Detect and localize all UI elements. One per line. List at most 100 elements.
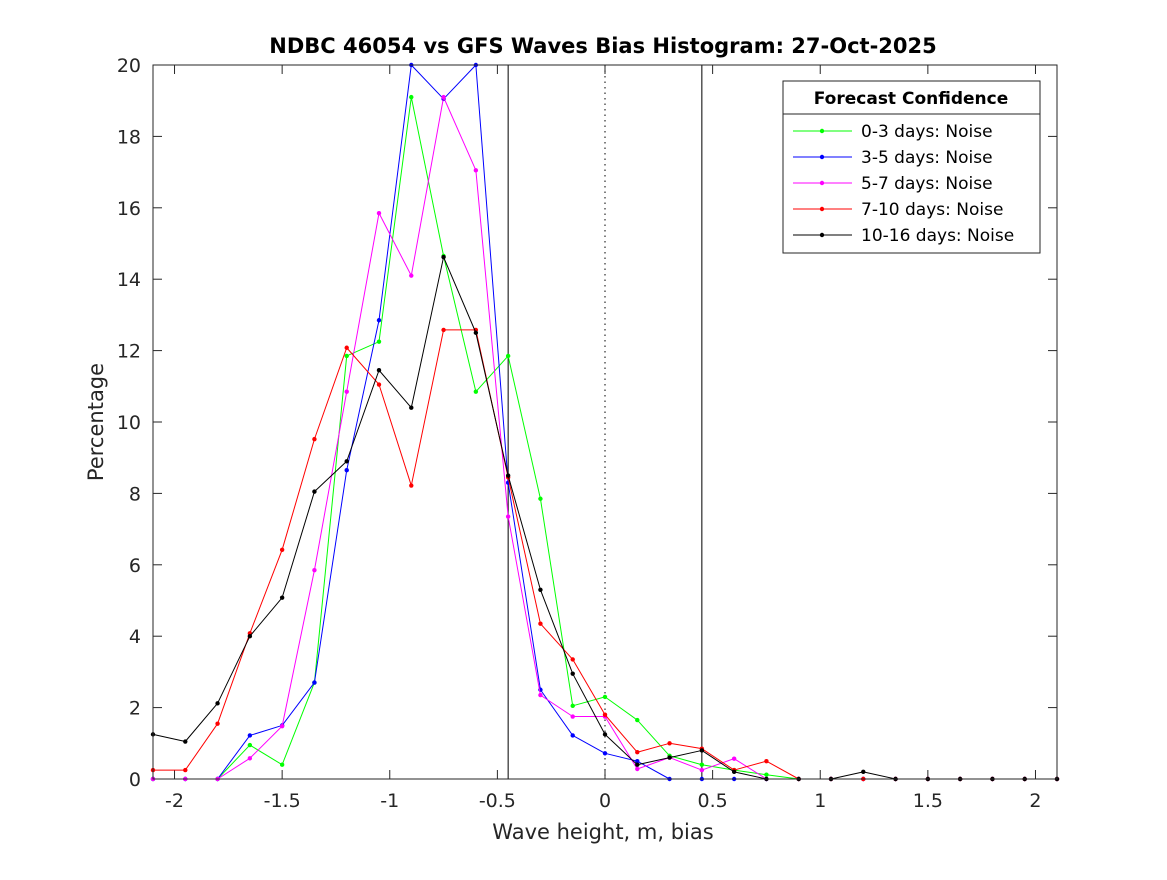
data-point	[731, 756, 737, 761]
data-point	[247, 634, 253, 639]
data-point	[538, 587, 543, 592]
data-point	[344, 389, 349, 394]
data-point	[570, 703, 575, 709]
data-point	[635, 750, 640, 755]
legend-box	[782, 80, 1041, 254]
y-tick-label: 2	[129, 698, 141, 720]
x-tick-label: 0	[599, 790, 611, 812]
y-tick-label: 14	[117, 269, 141, 291]
data-point	[344, 345, 349, 350]
data-point	[312, 436, 317, 442]
data-point	[538, 621, 543, 626]
x-tick-label: -2	[165, 790, 184, 812]
data-point	[602, 732, 608, 737]
data-point	[279, 762, 285, 767]
legend: Forecast Confidence 0-3 days: Noise 3-5 d…	[782, 80, 1041, 254]
data-point	[570, 733, 575, 738]
y-tick-label: 10	[117, 412, 141, 434]
data-point	[505, 514, 511, 519]
reference-lines	[507, 65, 703, 779]
data-point	[570, 671, 575, 676]
data-point	[247, 733, 253, 738]
data-point	[215, 721, 220, 726]
data-point	[473, 330, 479, 335]
data-point	[667, 755, 672, 760]
y-tick-label: 18	[117, 126, 141, 148]
data-point	[635, 766, 640, 772]
x-axis-label: Wave height, m, bias	[492, 820, 713, 844]
legend-entry: 10-16 days: Noise	[793, 226, 1014, 246]
data-point	[376, 339, 382, 344]
data-point	[183, 739, 188, 744]
data-point	[279, 595, 285, 600]
x-tick-label: 1.5	[913, 790, 943, 812]
x-tick-label: -1.5	[264, 790, 301, 812]
legend-label: 3-5 days: Noise	[861, 148, 993, 168]
data-point	[473, 389, 479, 394]
data-point	[279, 723, 285, 729]
data-point	[635, 762, 640, 767]
data-point	[376, 368, 382, 373]
data-point	[215, 701, 220, 706]
data-point	[376, 382, 382, 387]
legend-label: 10-16 days: Noise	[861, 226, 1014, 246]
x-tick-label: 2	[1029, 790, 1041, 812]
legend-marker	[819, 154, 825, 160]
x-tick-label: 0.5	[698, 790, 728, 812]
data-point	[441, 327, 446, 333]
y-tick-label: 20	[117, 55, 141, 77]
legend-title: Forecast Confidence	[814, 89, 1009, 109]
data-point	[538, 496, 543, 501]
data-point	[409, 273, 414, 278]
data-point	[764, 772, 769, 777]
x-tick-label: -1	[380, 790, 399, 812]
data-point	[699, 762, 705, 767]
legend-label: 7-10 days: Noise	[861, 200, 1003, 220]
y-tick-label: 12	[117, 341, 141, 363]
data-point	[376, 318, 382, 323]
data-point	[409, 405, 414, 410]
data-point	[344, 459, 349, 464]
legend-marker	[819, 180, 825, 186]
data-point	[183, 767, 188, 773]
data-point	[635, 758, 640, 764]
y-tick-label: 4	[129, 626, 141, 648]
data-point	[312, 680, 317, 685]
legend-marker	[819, 206, 825, 212]
data-point	[441, 254, 446, 260]
data-point	[505, 353, 511, 359]
x-tick-label: -0.5	[479, 790, 516, 812]
legend-marker	[819, 128, 825, 134]
legend-label: 5-7 days: Noise	[861, 174, 993, 194]
data-point	[247, 756, 253, 761]
y-tick-label: 6	[129, 555, 141, 577]
y-tick-label: 0	[129, 769, 141, 791]
data-point	[505, 473, 511, 478]
data-point	[570, 714, 575, 719]
legend-entries: 0-3 days: Noise 3-5 days: Noise 5-7 days: …	[793, 122, 1014, 246]
data-point	[344, 467, 349, 473]
data-point	[312, 567, 317, 573]
data-point	[699, 748, 705, 753]
data-point	[473, 168, 479, 173]
data-point	[602, 712, 608, 717]
legend-entry: 0-3 days: Noise	[793, 122, 993, 142]
legend-marker	[819, 232, 825, 238]
data-point	[538, 692, 543, 698]
x-tick-label: 1	[814, 790, 826, 812]
data-point	[570, 657, 575, 662]
data-point	[667, 741, 672, 746]
legend-entry: 7-10 days: Noise	[793, 200, 1003, 220]
data-point	[441, 94, 446, 100]
legend-entry: 3-5 days: Noise	[793, 148, 993, 168]
data-point	[764, 758, 769, 764]
data-point	[312, 489, 317, 494]
data-point	[602, 694, 608, 700]
data-point	[247, 742, 253, 748]
y-tick-label: 16	[117, 198, 141, 220]
plot-frame	[152, 64, 1058, 780]
y-tick-label: 8	[129, 483, 141, 505]
